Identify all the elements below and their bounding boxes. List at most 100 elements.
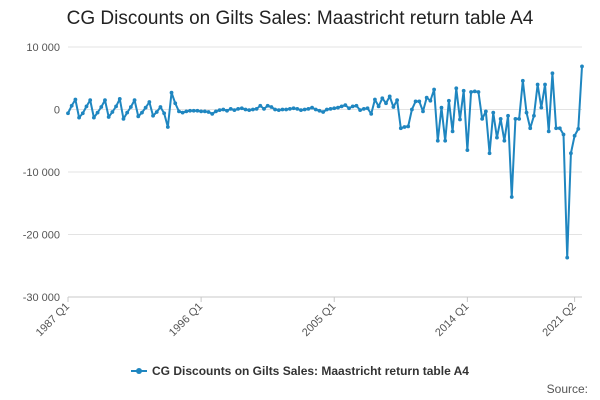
data-point[interactable] bbox=[347, 106, 351, 111]
data-point[interactable] bbox=[214, 109, 218, 114]
data-point[interactable] bbox=[262, 106, 266, 111]
data-point[interactable] bbox=[498, 116, 503, 121]
data-point[interactable] bbox=[465, 148, 470, 153]
data-point[interactable] bbox=[513, 116, 518, 121]
data-point[interactable] bbox=[576, 126, 581, 131]
data-point[interactable] bbox=[439, 105, 444, 110]
data-point[interactable] bbox=[410, 107, 414, 112]
data-point[interactable] bbox=[350, 104, 355, 109]
data-point[interactable] bbox=[495, 135, 499, 140]
data-point[interactable] bbox=[406, 124, 411, 129]
data-point[interactable] bbox=[191, 108, 196, 113]
data-point[interactable] bbox=[287, 106, 292, 111]
data-point[interactable] bbox=[165, 125, 170, 129]
data-point[interactable] bbox=[554, 126, 559, 131]
data-point[interactable] bbox=[84, 104, 89, 109]
data-point[interactable] bbox=[147, 100, 152, 104]
data-point[interactable] bbox=[125, 110, 130, 115]
data-point[interactable] bbox=[158, 105, 163, 109]
data-point[interactable] bbox=[517, 116, 522, 121]
data-point[interactable] bbox=[221, 107, 226, 112]
data-point[interactable] bbox=[199, 109, 204, 114]
data-point[interactable] bbox=[380, 96, 385, 101]
data-point[interactable] bbox=[136, 114, 141, 119]
data-point[interactable] bbox=[225, 108, 229, 113]
data-point[interactable] bbox=[569, 151, 573, 156]
data-point[interactable] bbox=[395, 98, 400, 103]
data-point[interactable] bbox=[561, 132, 566, 137]
data-point[interactable] bbox=[132, 98, 137, 103]
data-point[interactable] bbox=[80, 111, 85, 116]
data-point[interactable] bbox=[524, 110, 529, 115]
data-point[interactable] bbox=[328, 106, 333, 111]
data-point[interactable] bbox=[509, 195, 514, 199]
data-point[interactable] bbox=[550, 71, 555, 76]
data-point[interactable] bbox=[140, 110, 144, 115]
data-point[interactable] bbox=[387, 94, 392, 99]
data-point[interactable] bbox=[461, 88, 466, 93]
data-point[interactable] bbox=[77, 115, 81, 120]
data-point[interactable] bbox=[476, 90, 481, 94]
data-point[interactable] bbox=[373, 97, 377, 102]
data-point[interactable] bbox=[572, 133, 577, 138]
data-point[interactable] bbox=[472, 89, 477, 94]
data-point[interactable] bbox=[299, 108, 303, 113]
data-point[interactable] bbox=[421, 109, 425, 114]
data-point[interactable] bbox=[483, 109, 488, 114]
data-point[interactable] bbox=[276, 108, 281, 113]
data-point[interactable] bbox=[250, 107, 255, 112]
data-point[interactable] bbox=[520, 78, 525, 83]
data-point[interactable] bbox=[121, 116, 126, 121]
data-point[interactable] bbox=[273, 107, 277, 112]
data-point[interactable] bbox=[239, 106, 244, 111]
data-point[interactable] bbox=[106, 115, 111, 119]
data-point[interactable] bbox=[565, 255, 570, 260]
data-point[interactable] bbox=[321, 110, 326, 114]
data-point[interactable] bbox=[280, 107, 285, 112]
data-point[interactable] bbox=[95, 110, 100, 115]
data-point[interactable] bbox=[317, 108, 322, 113]
data-point[interactable] bbox=[432, 87, 436, 92]
data-point[interactable] bbox=[69, 103, 74, 108]
data-point[interactable] bbox=[365, 106, 370, 111]
data-point[interactable] bbox=[284, 107, 289, 112]
data-point[interactable] bbox=[210, 111, 215, 116]
source-label[interactable]: Source: bbox=[546, 382, 588, 396]
data-point[interactable] bbox=[180, 110, 185, 115]
data-point[interactable] bbox=[310, 105, 314, 110]
data-point[interactable] bbox=[391, 105, 396, 109]
data-point[interactable] bbox=[247, 108, 252, 113]
data-point[interactable] bbox=[557, 126, 562, 131]
data-point[interactable] bbox=[332, 106, 337, 111]
data-point[interactable] bbox=[580, 64, 584, 69]
data-point[interactable] bbox=[103, 98, 107, 103]
data-point[interactable] bbox=[169, 90, 174, 95]
data-point[interactable] bbox=[402, 125, 407, 129]
data-point[interactable] bbox=[358, 108, 363, 113]
data-point[interactable] bbox=[258, 103, 263, 108]
data-point[interactable] bbox=[454, 86, 459, 91]
data-point[interactable] bbox=[173, 101, 178, 106]
legend[interactable]: CG Discounts on Gilts Sales: Maastricht … bbox=[0, 364, 600, 378]
data-point[interactable] bbox=[110, 110, 115, 114]
data-point[interactable] bbox=[162, 111, 167, 116]
data-point[interactable] bbox=[369, 111, 374, 116]
data-point[interactable] bbox=[243, 107, 248, 112]
data-point[interactable] bbox=[487, 151, 492, 156]
data-point[interactable] bbox=[177, 109, 181, 114]
data-point[interactable] bbox=[114, 104, 118, 109]
data-point[interactable] bbox=[91, 115, 96, 120]
data-point[interactable] bbox=[336, 105, 340, 110]
data-point[interactable] bbox=[117, 96, 122, 101]
data-point[interactable] bbox=[528, 126, 533, 131]
data-point[interactable] bbox=[184, 109, 189, 114]
data-point[interactable] bbox=[398, 126, 403, 131]
data-point[interactable] bbox=[195, 108, 200, 113]
data-point[interactable] bbox=[469, 90, 473, 94]
data-point[interactable] bbox=[535, 82, 540, 87]
data-point[interactable] bbox=[313, 107, 318, 112]
data-point[interactable] bbox=[66, 111, 70, 116]
data-point[interactable] bbox=[532, 113, 536, 118]
data-point[interactable] bbox=[202, 109, 207, 114]
data-point[interactable] bbox=[354, 103, 359, 108]
